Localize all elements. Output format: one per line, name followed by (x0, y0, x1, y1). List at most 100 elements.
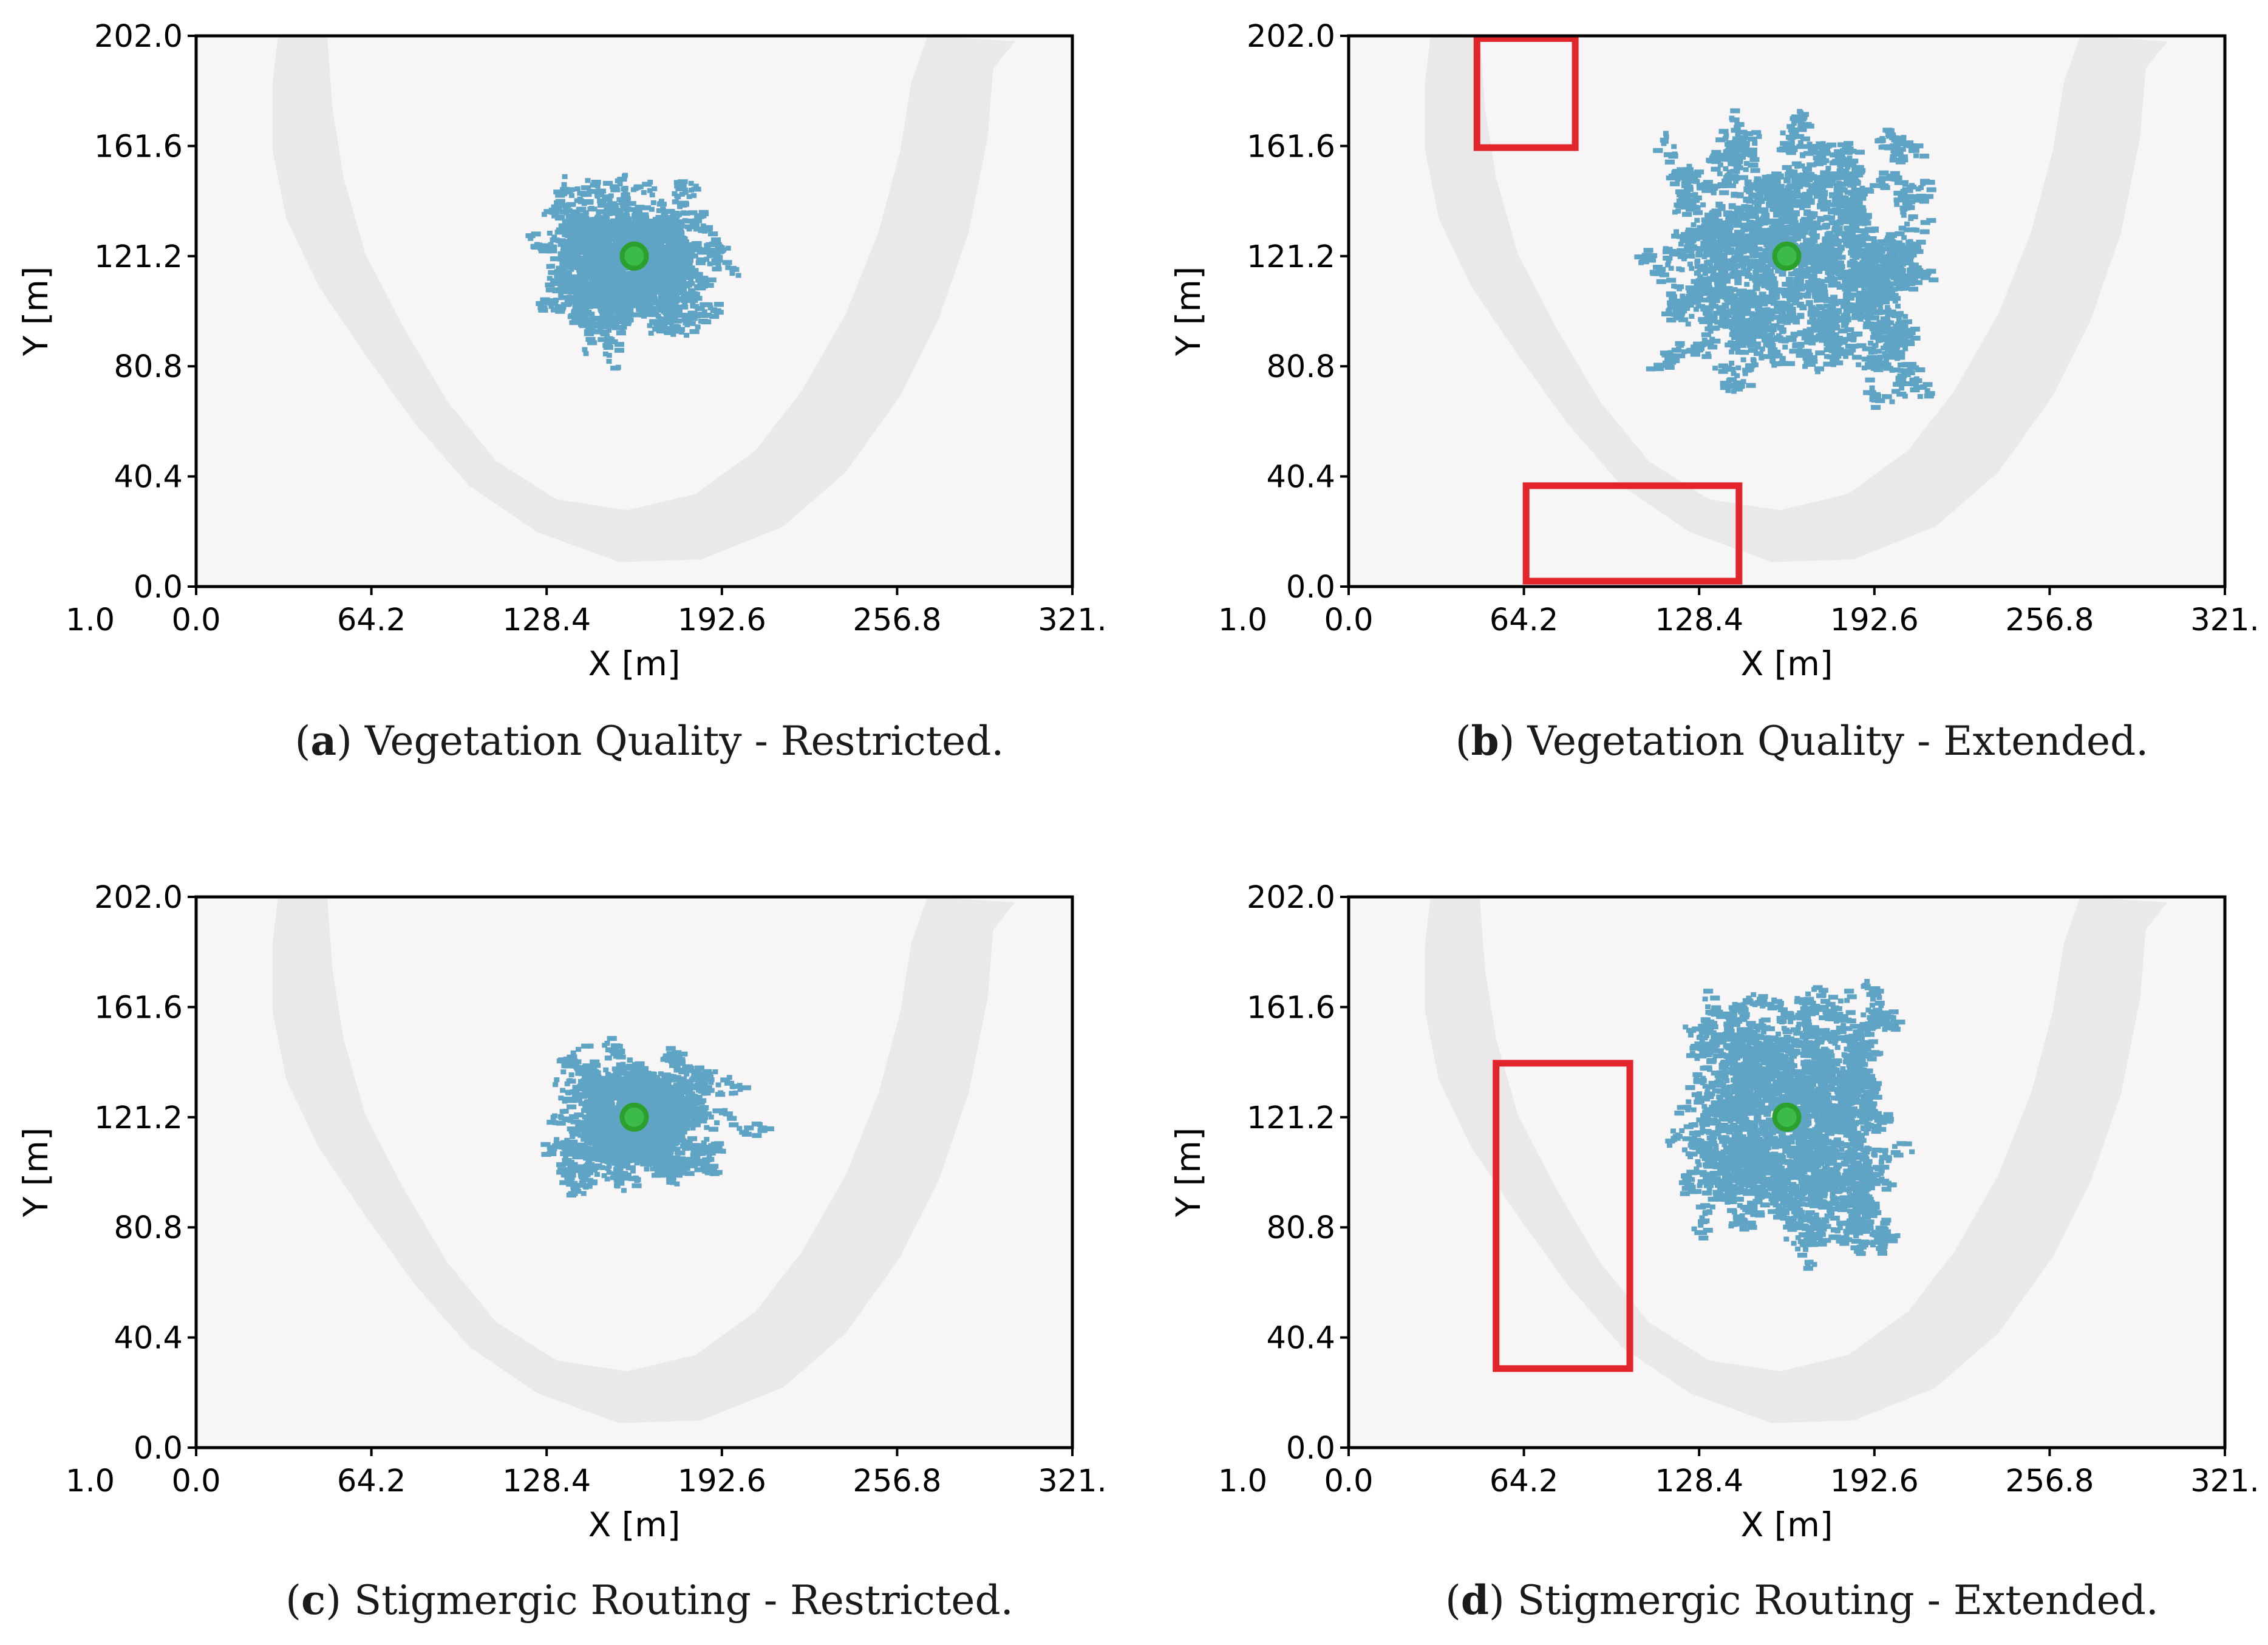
trajectory-point (668, 276, 675, 282)
trajectory-point (1807, 319, 1813, 325)
trajectory-point (602, 196, 613, 202)
trajectory-point (1876, 349, 1882, 354)
trajectory-point (610, 209, 616, 215)
trajectory-point (1799, 180, 1809, 186)
trajectory-point (1811, 355, 1817, 361)
trajectory-point (1901, 235, 1907, 240)
trajectory-point (574, 198, 584, 203)
trajectory-point (1808, 148, 1818, 153)
trajectory-point (1814, 179, 1824, 184)
trajectory-point (1671, 144, 1677, 149)
trajectory-point (1666, 359, 1677, 365)
trajectory-point (1811, 287, 1817, 292)
trajectory-point (603, 228, 611, 234)
trajectory-point (578, 319, 584, 325)
trajectory-point (1775, 361, 1780, 367)
trajectory-point (1879, 171, 1885, 176)
trajectory-point (697, 276, 707, 282)
trajectory-point (1895, 231, 1905, 236)
trajectory-point (1740, 379, 1746, 384)
trajectory-point (1738, 333, 1744, 339)
trajectory-point (1871, 356, 1882, 362)
trajectory-point (1834, 336, 1839, 342)
trajectory-point (1875, 290, 1885, 295)
trajectory-point (559, 261, 570, 266)
trajectory-point (547, 230, 553, 236)
trajectory-point (583, 282, 589, 287)
trajectory-point (1901, 342, 1906, 347)
trajectory-point (683, 190, 689, 196)
trajectory-point (619, 313, 629, 319)
trajectory-point (1902, 187, 1912, 192)
trajectory-point (691, 186, 701, 192)
trajectory-point (1893, 332, 1899, 338)
trajectory-point (1820, 170, 1830, 175)
trajectory-point (1825, 338, 1830, 344)
trajectory-point (616, 330, 626, 336)
trajectory-point (1789, 140, 1795, 146)
trajectory-point (582, 291, 588, 297)
trajectory-point (558, 292, 564, 298)
trajectory-point (1650, 271, 1660, 276)
trajectory-point (538, 302, 544, 308)
trajectory-point (1647, 253, 1658, 258)
trajectory-point (1694, 217, 1700, 223)
trajectory-point (1752, 270, 1759, 275)
trajectory-point (1884, 305, 1890, 310)
trajectory-point (1866, 364, 1871, 370)
trajectory-point (666, 244, 673, 250)
trajectory-point (1796, 144, 1807, 149)
trajectory-point (1712, 150, 1718, 155)
trajectory-point (614, 292, 622, 299)
trajectory-point (688, 180, 694, 186)
trajectory-point (618, 243, 626, 249)
trajectory-point (1775, 349, 1781, 355)
trajectory-point (1661, 311, 1672, 316)
trajectory-point (1730, 344, 1736, 349)
trajectory-point (649, 279, 657, 286)
trajectory-point (1809, 327, 1819, 333)
trajectory-point (1828, 220, 1839, 225)
trajectory-point (599, 330, 610, 335)
trajectory-point (1896, 273, 1906, 279)
trajectory-point (1905, 328, 1911, 333)
trajectory-point (570, 296, 581, 302)
trajectory-point (669, 305, 679, 310)
trajectory-point (573, 229, 584, 234)
trajectory-point (1694, 264, 1704, 269)
trajectory-point (1851, 355, 1862, 360)
trajectory-point (1742, 371, 1748, 376)
trajectory-point (660, 206, 666, 212)
trajectory-point (1851, 175, 1858, 180)
trajectory-point (1728, 161, 1734, 166)
trajectory-point (584, 248, 591, 255)
trajectory-point (593, 270, 601, 277)
trajectory-point (693, 271, 703, 277)
y-tick-label: 40.4 (114, 460, 183, 496)
trajectory-point (1693, 341, 1703, 347)
trajectory-point (617, 302, 623, 308)
trajectory-point (681, 183, 687, 189)
trajectory-point (1816, 225, 1822, 231)
trajectory-point (1905, 199, 1915, 205)
trajectory-point (1898, 141, 1904, 146)
trajectory-point (1833, 234, 1839, 240)
trajectory-point (1634, 254, 1644, 260)
trajectory-point (1689, 266, 1695, 271)
trajectory-point (1790, 125, 1796, 131)
trajectory-point (670, 312, 681, 318)
trajectory-point (1905, 339, 1912, 345)
trajectory-point (1811, 320, 1817, 325)
trajectory-point (645, 298, 653, 305)
trajectory-point (577, 241, 587, 247)
trajectory-point (1856, 282, 1867, 288)
trajectory-point (1707, 285, 1712, 290)
trajectory-point (1680, 235, 1691, 240)
trajectory-point (601, 287, 608, 293)
trajectory-point (550, 237, 560, 243)
trajectory-point (619, 231, 627, 238)
trajectory-point (1827, 142, 1837, 148)
trajectory-point (1886, 332, 1892, 337)
trajectory-point (693, 268, 699, 273)
